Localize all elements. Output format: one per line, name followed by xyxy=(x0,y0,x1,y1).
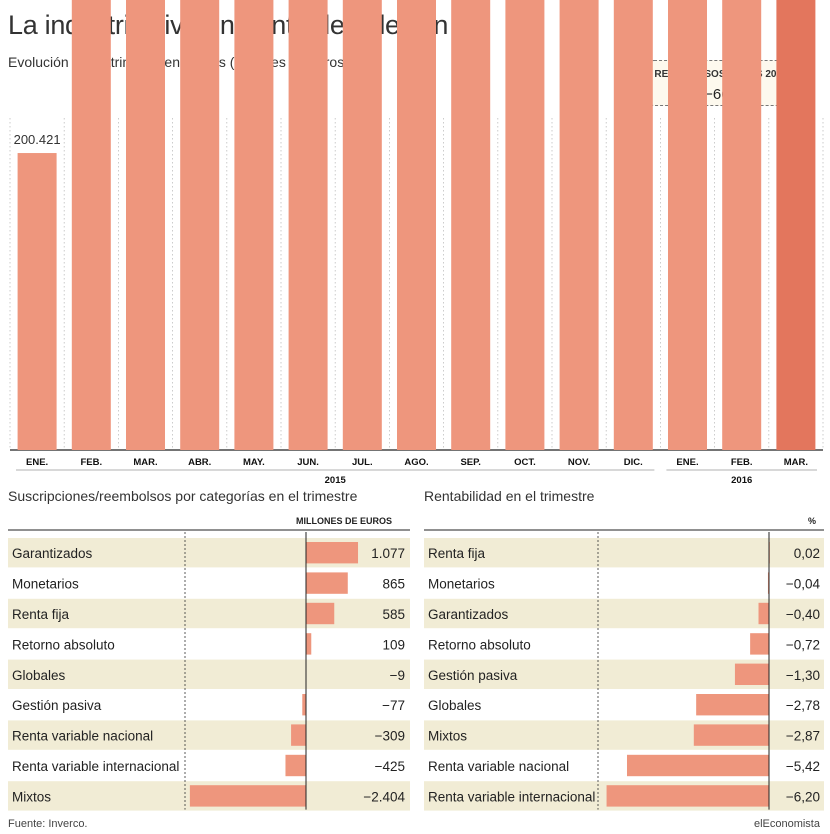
row-category-label: Renta variable internacional xyxy=(428,789,595,804)
row-value-label: −2,87 xyxy=(786,729,820,744)
bar-value-label: 200.421 xyxy=(14,132,61,147)
row-value-label: 1.077 xyxy=(371,546,405,561)
row-bar xyxy=(189,785,306,807)
month-tick-label: MAR. xyxy=(133,457,157,468)
row-value-label: 585 xyxy=(382,607,405,622)
row-bar xyxy=(606,785,769,807)
monthly-bar xyxy=(180,0,220,450)
row-bar xyxy=(758,602,769,625)
monthly-bar xyxy=(397,0,436,450)
source-note: Fuente: Inverco. xyxy=(8,818,88,830)
row-bar xyxy=(696,694,769,716)
monthly-bar xyxy=(613,0,653,451)
row-value-label: −5,42 xyxy=(786,759,820,774)
row-category-label: Retorno absoluto xyxy=(428,637,531,652)
monthly-bar xyxy=(505,0,545,450)
row-bar xyxy=(306,542,359,564)
year-label: 2015 xyxy=(325,475,347,486)
month-tick-label: AGO. xyxy=(404,457,428,468)
month-tick-label: OCT. xyxy=(514,457,536,468)
month-tick-label: ABR. xyxy=(188,457,211,468)
subscriptions-title: Suscripciones/reembolsos por categorías … xyxy=(8,488,358,504)
row-category-label: Renta variable nacional xyxy=(12,729,153,744)
month-tick-label: SEP. xyxy=(460,457,480,468)
row-value-label: −425 xyxy=(375,759,405,774)
row-value-label: −6,20 xyxy=(786,789,820,804)
row-category-label: Globales xyxy=(428,698,482,713)
brand-logo: elEconomista xyxy=(753,818,820,830)
row-bar xyxy=(767,572,769,594)
row-value-label: −309 xyxy=(375,729,405,744)
row-category-label: Gestión pasiva xyxy=(428,668,518,683)
row-category-label: Renta fija xyxy=(12,607,70,622)
row-category-label: Globales xyxy=(12,668,66,683)
row-value-label: −77 xyxy=(382,698,405,713)
monthly-bar xyxy=(668,0,707,451)
row-category-label: Garantizados xyxy=(428,607,509,622)
monthly-bar xyxy=(776,0,816,450)
monthly-bar xyxy=(559,0,599,450)
row-value-label: 0,02 xyxy=(794,546,820,561)
row-bar xyxy=(306,572,348,594)
monthly-bar xyxy=(342,0,382,450)
row-bar xyxy=(750,633,769,655)
row-value-label: −0,72 xyxy=(786,637,820,652)
net-redemptions-label: REEMBOLSOS NETOS 2016 xyxy=(654,69,788,80)
month-tick-label: JUN. xyxy=(297,457,319,468)
row-category-label: Monetarios xyxy=(12,577,79,592)
month-tick-label: MAY. xyxy=(243,457,265,468)
row-bar xyxy=(291,724,306,746)
row-bar xyxy=(285,754,306,777)
monthly-bar xyxy=(17,153,57,450)
monthly-bar xyxy=(722,0,762,451)
row-category-label: Monetarios xyxy=(428,577,495,592)
row-bar xyxy=(693,724,769,746)
row-value-label: −9 xyxy=(390,668,405,683)
row-category-label: Renta variable nacional xyxy=(428,759,569,774)
month-tick-label: DIC. xyxy=(624,457,643,468)
row-bar xyxy=(306,633,312,655)
row-value-label: −2.404 xyxy=(363,789,405,804)
row-category-label: Mixtos xyxy=(428,729,467,744)
row-category-label: Renta fija xyxy=(428,546,486,561)
month-tick-label: NOV. xyxy=(568,457,590,468)
monthly-bar xyxy=(288,0,328,450)
table-row-background xyxy=(8,720,410,750)
row-bar xyxy=(626,754,769,777)
monthly-bar xyxy=(234,0,274,450)
month-tick-label: ENE. xyxy=(26,457,48,468)
month-tick-label: FEB. xyxy=(731,457,753,468)
row-value-label: −0,04 xyxy=(786,577,821,592)
month-tick-label: ENE. xyxy=(676,457,698,468)
month-tick-label: MAR. xyxy=(784,457,808,468)
row-category-label: Retorno absoluto xyxy=(12,637,115,652)
table-row-background xyxy=(8,598,410,629)
row-bar xyxy=(306,602,335,625)
row-bar xyxy=(302,694,306,716)
row-category-label: Renta variable internacional xyxy=(12,759,179,774)
returns-title: Rentabilidad en el trimestre xyxy=(424,488,595,504)
table-row-background xyxy=(424,538,824,568)
row-category-label: Gestión pasiva xyxy=(12,698,102,713)
table-row-background xyxy=(8,659,410,689)
row-value-label: 109 xyxy=(382,637,405,652)
row-category-label: Garantizados xyxy=(12,546,93,561)
table-row-background xyxy=(424,598,824,629)
returns-unit: % xyxy=(808,516,817,526)
row-value-label: 865 xyxy=(382,577,405,592)
row-value-label: −2,78 xyxy=(786,698,820,713)
row-value-label: −1,30 xyxy=(786,668,820,683)
row-value-label: −0,40 xyxy=(786,607,820,622)
monthly-bar xyxy=(126,0,165,450)
row-category-label: Mixtos xyxy=(12,789,51,804)
monthly-bar xyxy=(451,0,491,450)
row-bar xyxy=(734,663,769,685)
year-label: 2016 xyxy=(731,475,752,486)
month-tick-label: JUL. xyxy=(352,457,373,468)
monthly-bar xyxy=(71,0,111,451)
subscriptions-unit: MILLONES DE EUROS xyxy=(296,516,393,526)
month-tick-label: FEB. xyxy=(80,457,102,468)
